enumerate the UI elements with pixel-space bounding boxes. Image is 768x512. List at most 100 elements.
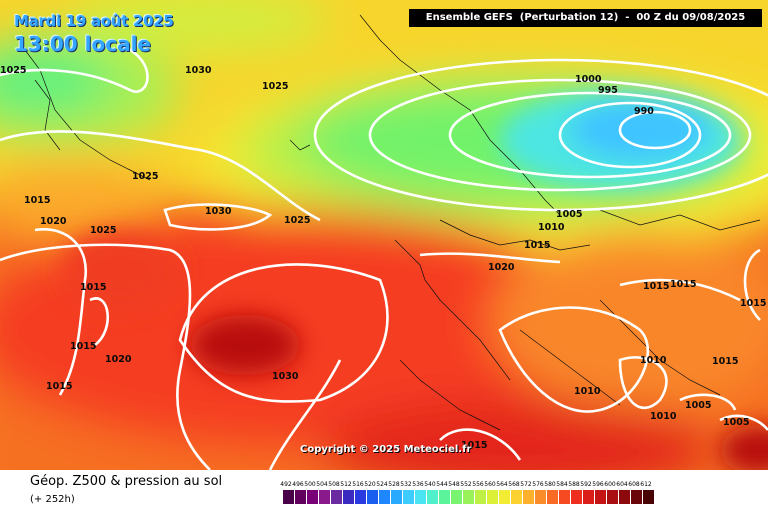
scale-tick-label: 492 bbox=[280, 481, 292, 488]
scale-tick-label: 588 bbox=[568, 481, 580, 488]
scale-swatch bbox=[463, 490, 475, 504]
scale-swatch bbox=[379, 490, 391, 504]
scale-swatch bbox=[583, 490, 595, 504]
scale-swatch bbox=[571, 490, 583, 504]
isobar-label: 1025 bbox=[132, 171, 158, 182]
scale-tick-label: 608 bbox=[628, 481, 640, 488]
scale-swatch bbox=[391, 490, 403, 504]
isobar-label: 1030 bbox=[205, 206, 232, 217]
scale-tick-label: 544 bbox=[436, 481, 448, 488]
scale-tick-label: 524 bbox=[376, 481, 388, 488]
scale-tick-label: 532 bbox=[400, 481, 412, 488]
isobar-label: 990 bbox=[634, 106, 654, 117]
isobar-label: 995 bbox=[598, 85, 618, 96]
isobars bbox=[0, 43, 768, 470]
scale-swatch bbox=[319, 490, 331, 504]
scale-swatch bbox=[343, 490, 355, 504]
scale-swatch bbox=[499, 490, 511, 504]
scale-swatch bbox=[403, 490, 415, 504]
color-scale-bar bbox=[283, 490, 655, 504]
isobar-label: 1030 bbox=[185, 65, 212, 76]
isobar-label: 1005 bbox=[685, 400, 711, 411]
scale-tick-label: 508 bbox=[328, 481, 340, 488]
map-title: Géop. Z500 & pression au sol bbox=[30, 474, 223, 489]
scale-swatch bbox=[283, 490, 295, 504]
scale-tick-label: 548 bbox=[448, 481, 460, 488]
scale-tick-label: 528 bbox=[388, 481, 400, 488]
scale-tick-label: 536 bbox=[412, 481, 424, 488]
isobar-label: 1025 bbox=[90, 225, 116, 236]
scale-tick-label: 520 bbox=[364, 481, 376, 488]
scale-tick-label: 600 bbox=[604, 481, 616, 488]
isobar-label: 1010 bbox=[640, 355, 667, 366]
scale-tick-label: 556 bbox=[472, 481, 484, 488]
scale-tick-label: 512 bbox=[340, 481, 352, 488]
isobar-label: 1020 bbox=[105, 354, 132, 365]
isobar-label: 1015 bbox=[670, 279, 696, 290]
scale-tick-label: 496 bbox=[292, 481, 304, 488]
isobar-label: 1010 bbox=[538, 222, 565, 233]
isobar-label: 1025 bbox=[0, 65, 26, 76]
isobar-label: 1005 bbox=[556, 209, 582, 220]
scale-swatch bbox=[607, 490, 619, 504]
isobar-label: 1030 bbox=[272, 371, 299, 382]
isobar-label: 1015 bbox=[461, 440, 487, 451]
weather-map: 1025 1030 1025 1000 995 990 1025 1015 10… bbox=[0, 0, 768, 470]
scale-tick-label: 580 bbox=[544, 481, 556, 488]
scale-swatch bbox=[367, 490, 379, 504]
legend-footer: Géop. Z500 & pression au sol (+ 252h) 49… bbox=[0, 470, 768, 512]
scale-swatch bbox=[295, 490, 307, 504]
scale-swatch bbox=[547, 490, 559, 504]
scale-swatch bbox=[631, 490, 643, 504]
isobar-label: 1015 bbox=[24, 195, 50, 206]
scale-swatch bbox=[355, 490, 367, 504]
scale-tick-label: 504 bbox=[316, 481, 328, 488]
scale-swatch bbox=[487, 490, 499, 504]
scale-swatch bbox=[475, 490, 487, 504]
scale-tick-label: 568 bbox=[508, 481, 520, 488]
scale-tick-label: 584 bbox=[556, 481, 568, 488]
scale-tick-label: 592 bbox=[580, 481, 592, 488]
isobar-label: 1015 bbox=[46, 381, 72, 392]
scale-swatch bbox=[439, 490, 451, 504]
scale-tick-label: 596 bbox=[592, 481, 604, 488]
lead-time: (+ 252h) bbox=[30, 494, 75, 505]
isobar-label: 1015 bbox=[643, 281, 669, 292]
isobar-label: 1015 bbox=[712, 356, 738, 367]
scale-tick-label: 564 bbox=[496, 481, 508, 488]
scale-tick-label: 572 bbox=[520, 481, 532, 488]
scale-swatch bbox=[331, 490, 343, 504]
isobar-label: 1020 bbox=[488, 262, 515, 273]
isobar-label: 1015 bbox=[80, 282, 106, 293]
scale-tick-label: 576 bbox=[532, 481, 544, 488]
isobar-label: 1015 bbox=[70, 341, 96, 352]
copyright-notice: Copyright © 2025 Meteociel.fr bbox=[300, 444, 472, 455]
scale-swatch bbox=[415, 490, 427, 504]
isobar-labels: 1025 1030 1025 1000 995 990 1025 1015 10… bbox=[0, 65, 766, 451]
scale-swatch bbox=[559, 490, 571, 504]
isobar-label: 1010 bbox=[650, 411, 677, 422]
scale-swatch bbox=[643, 490, 655, 504]
scale-tick-label: 552 bbox=[460, 481, 472, 488]
coastlines bbox=[24, 14, 761, 431]
scale-tick-label: 604 bbox=[616, 481, 628, 488]
scale-tick-label: 612 bbox=[640, 481, 652, 488]
scale-swatch bbox=[595, 490, 607, 504]
model-run-info: Ensemble GEFS (Perturbation 12) - 00 Z d… bbox=[409, 9, 762, 27]
forecast-local-time: 13:00 locale bbox=[14, 32, 151, 56]
scale-swatch bbox=[523, 490, 535, 504]
scale-tick-label: 560 bbox=[484, 481, 496, 488]
isobar-label: 1025 bbox=[262, 81, 288, 92]
scale-swatch bbox=[427, 490, 439, 504]
isobar-label: 1020 bbox=[40, 216, 67, 227]
isobar-label: 1025 bbox=[284, 215, 310, 226]
scale-tick-label: 500 bbox=[304, 481, 316, 488]
scale-swatch bbox=[619, 490, 631, 504]
scale-swatch bbox=[511, 490, 523, 504]
isobar-label: 1015 bbox=[740, 298, 766, 309]
scale-tick-label: 516 bbox=[352, 481, 364, 488]
scale-tick-label: 540 bbox=[424, 481, 436, 488]
isobar-label: 1015 bbox=[524, 240, 550, 251]
geopotential-field bbox=[0, 0, 768, 470]
